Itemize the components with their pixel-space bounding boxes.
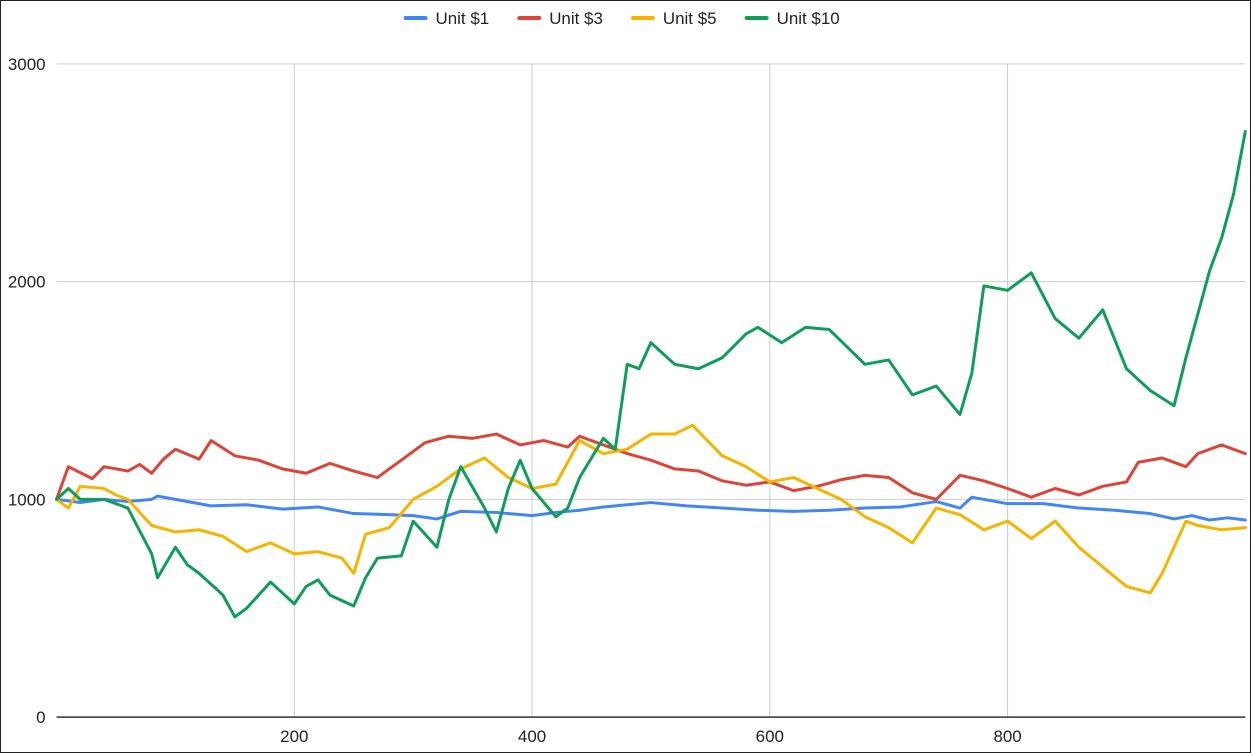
chart-grid [56,63,1246,718]
legend-label-3: Unit $5 [663,9,717,28]
chart-ticks: 0 1000 2000 3000 200 400 600 800 [8,55,1022,746]
y-tick-label-1000: 1000 [8,490,46,509]
series-line-3 [55,423,1247,595]
y-tick-label-3000: 3000 [8,55,46,74]
y-tick-label-0: 0 [36,708,45,727]
series-line-4 [55,129,1247,619]
y-tick-label-2000: 2000 [8,273,46,292]
series-line-1 [55,494,1247,522]
x-tick-label-800: 800 [993,727,1021,746]
x-tick-label-400: 400 [518,727,546,746]
legend-label-4: Unit $10 [777,9,840,28]
x-tick-label-200: 200 [280,727,308,746]
x-tick-label-600: 600 [756,727,784,746]
chart-series [55,129,1247,619]
chart-legend: Unit $1 Unit $3 Unit $5 Unit $10 [403,9,840,28]
legend-label-1: Unit $1 [436,9,490,28]
legend-label-2: Unit $3 [549,9,603,28]
series-line-2 [55,432,1247,501]
